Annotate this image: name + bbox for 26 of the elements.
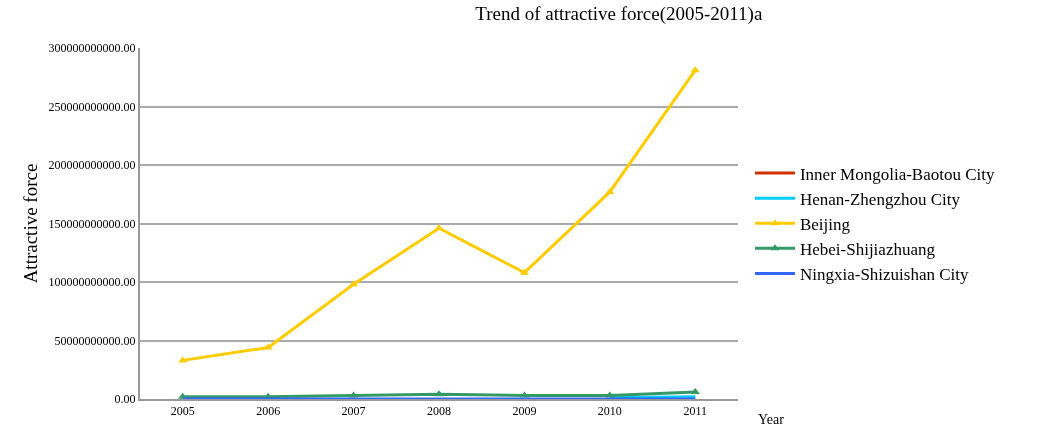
x-axis-title: Year xyxy=(758,412,785,426)
y-tick-label: 250000000000.00 xyxy=(48,99,136,114)
x-tick-label: 2010 xyxy=(597,404,622,419)
legend-label: Hebei-Shijiazhuang xyxy=(799,239,936,259)
x-tick-label: 2008 xyxy=(427,404,451,419)
x-tick-label: 2007 xyxy=(341,404,366,419)
legend-label: Henan-Zhengzhou City xyxy=(799,189,961,209)
legend-label: Ningxia-Shizuishan City xyxy=(799,265,970,285)
y-tick-label: 50000000000.00 xyxy=(54,333,136,348)
x-tick-label: 2005 xyxy=(170,404,195,419)
point xyxy=(605,187,615,194)
y-tick-label: 300000000000.00 xyxy=(48,41,136,56)
x-tick-label: 2011 xyxy=(683,404,708,419)
point xyxy=(434,224,444,231)
legend-label: Inner Mongolia-Baotou City xyxy=(799,164,995,184)
y-tick-label: 150000000000.00 xyxy=(48,216,136,231)
y-tick-label: 200000000000.00 xyxy=(48,158,136,173)
point xyxy=(263,343,273,350)
y-tick-label: 100000000000.00 xyxy=(48,275,136,290)
y-axis-title: Attractive force xyxy=(19,163,41,284)
legend-label: Beijing xyxy=(799,214,851,234)
y-tick-label: 0.00 xyxy=(114,392,136,407)
chart-title: Trend of attractive force(2005-2011)a xyxy=(475,2,763,25)
x-tick-label: 2009 xyxy=(512,404,537,419)
x-tick-label: 2006 xyxy=(256,404,281,419)
point xyxy=(690,387,700,394)
